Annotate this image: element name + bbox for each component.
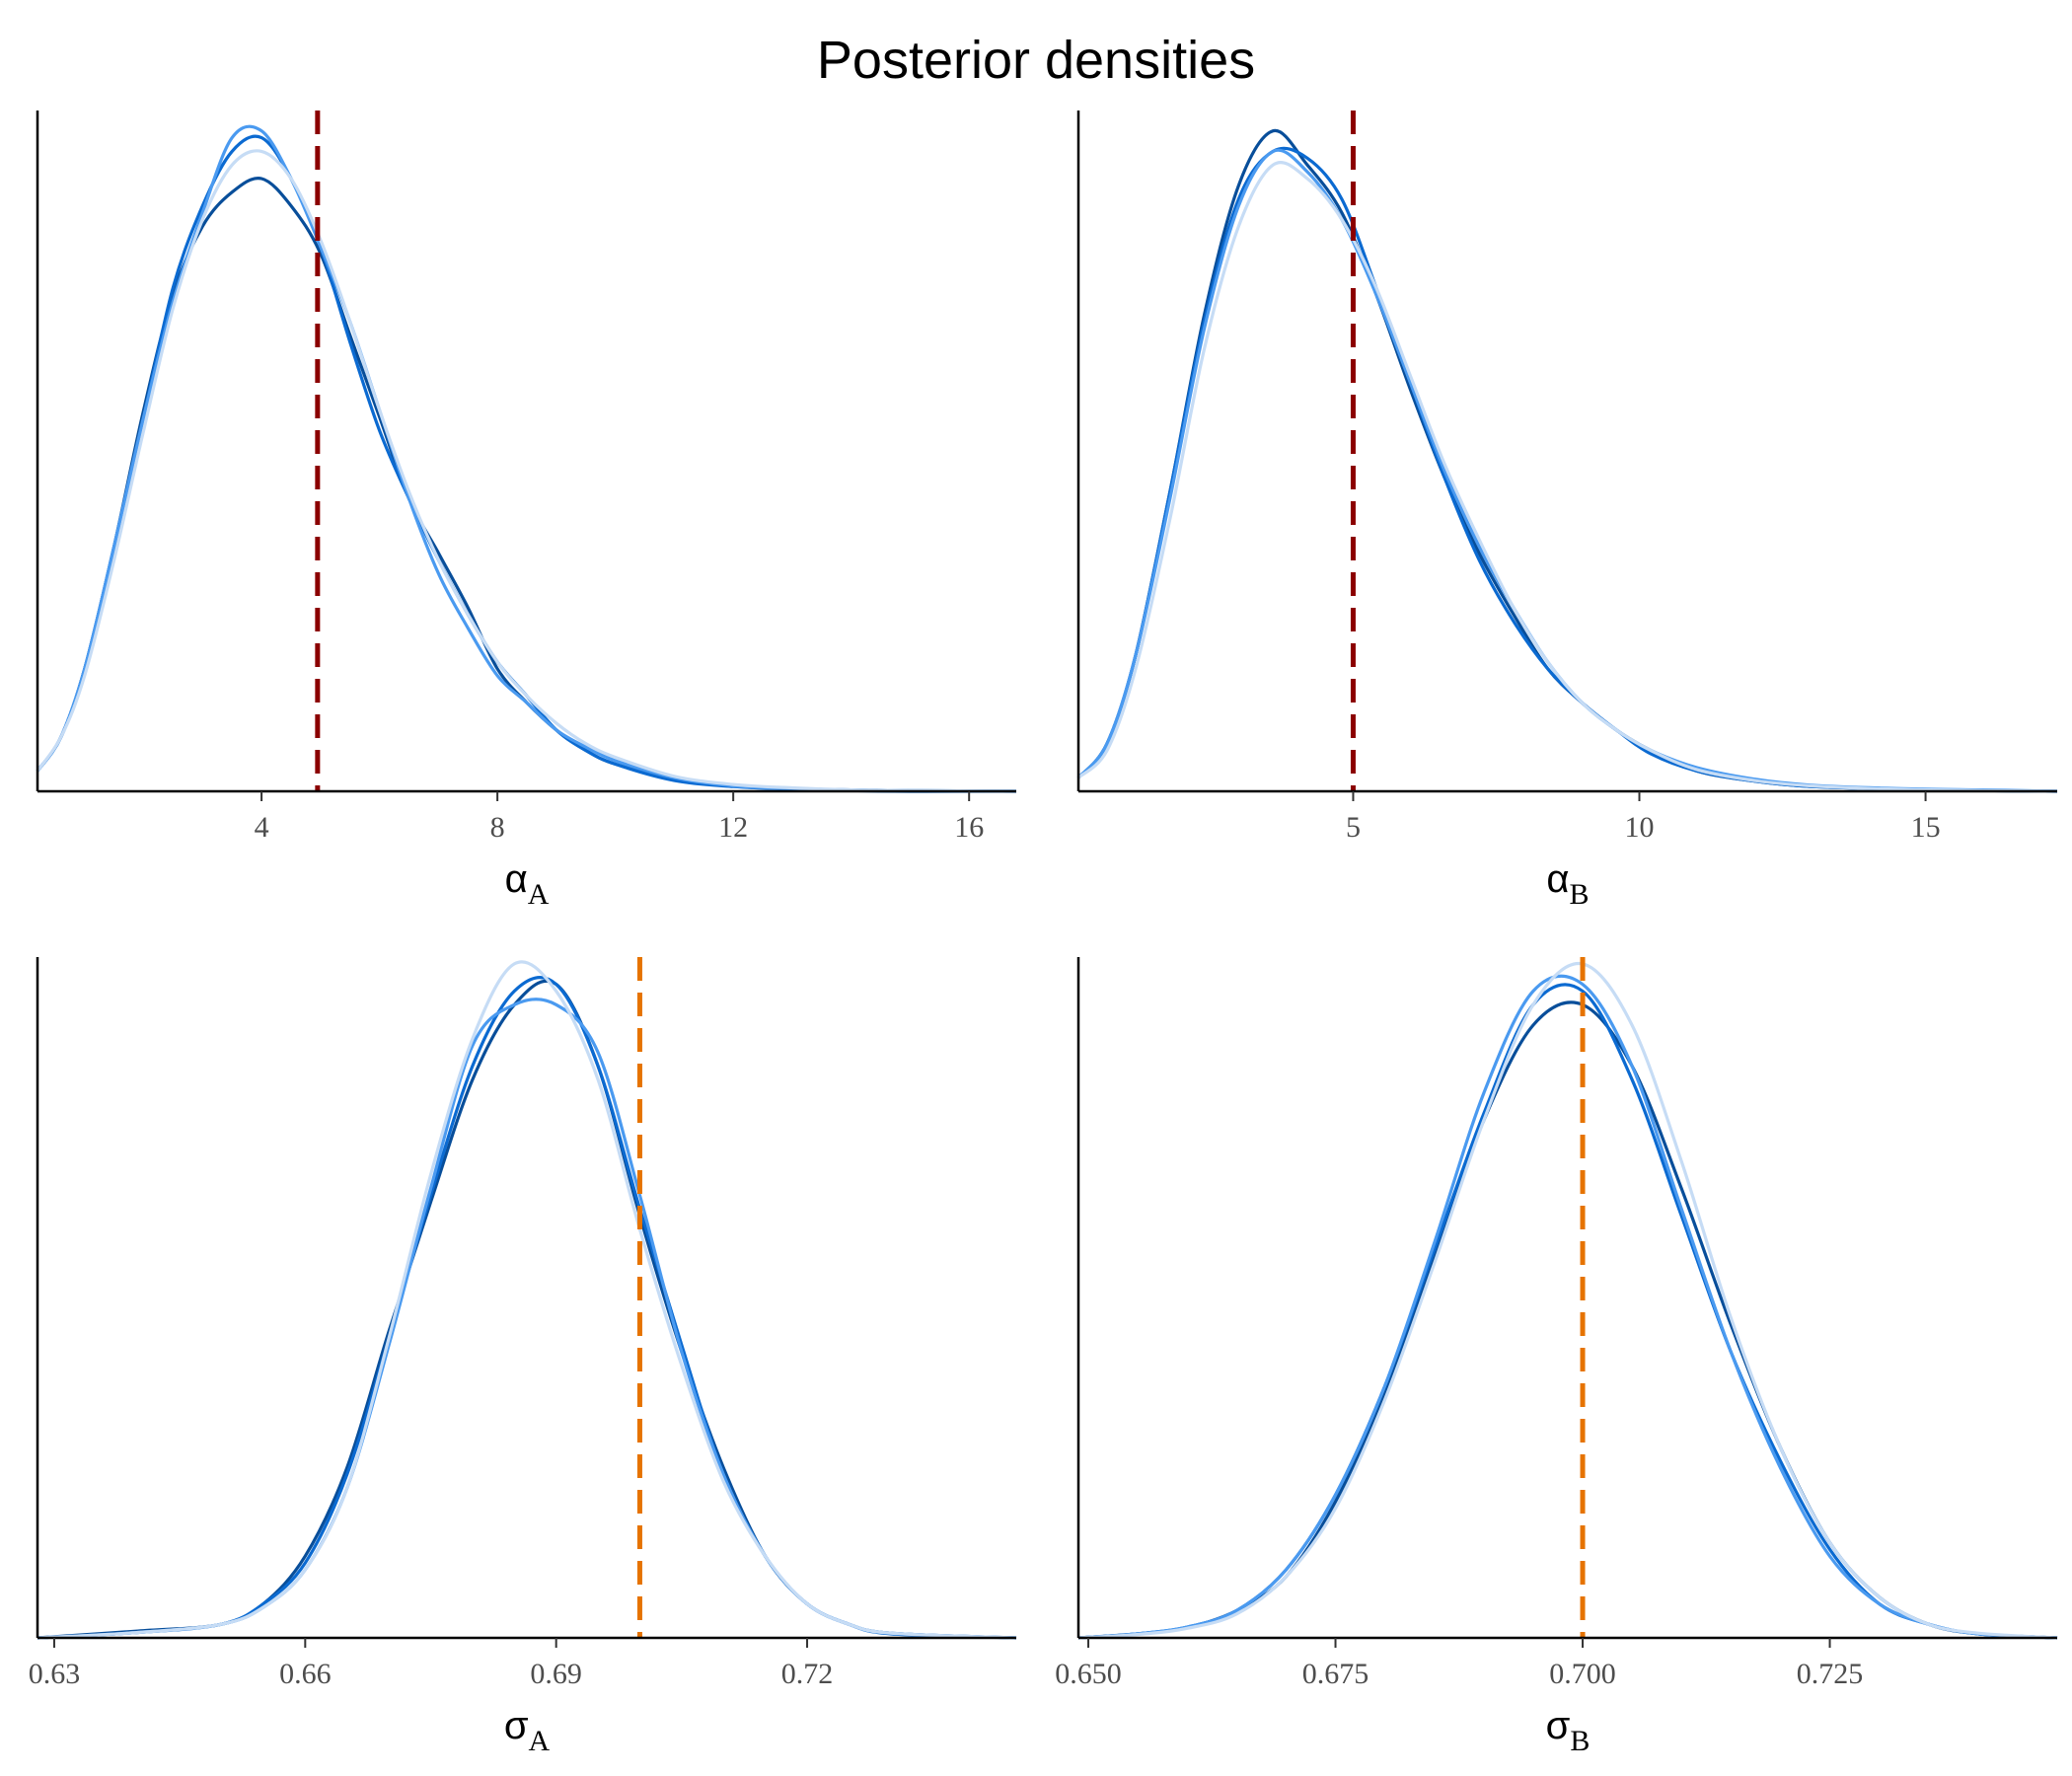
x-tick-label: 5: [1346, 811, 1361, 844]
x-axis-label: σA: [504, 1704, 551, 1757]
x-tick-label: 0.675: [1302, 1658, 1369, 1690]
x-tick-label: 0.63: [29, 1658, 81, 1690]
density-line-chain-4: [36, 149, 1017, 793]
density-line-chain-2: [1077, 983, 2058, 1640]
x-tick-label: 0.66: [279, 1658, 332, 1690]
density-line-chain-3: [37, 998, 1017, 1640]
x-axis-label-symbol: σ: [1546, 1704, 1571, 1747]
density-line-chain-1: [37, 979, 1017, 1640]
x-axis-label-subscript: A: [528, 878, 550, 911]
density-line-chain-3: [36, 124, 1017, 793]
x-axis-label: σB: [1546, 1704, 1591, 1757]
x-tick-label: 8: [490, 811, 505, 844]
x-tick-label: 16: [954, 811, 984, 844]
density-line-chain-2: [37, 976, 1017, 1640]
x-tick-label: 0.650: [1055, 1658, 1122, 1690]
density-line-chain-4: [1077, 961, 2058, 1640]
x-axis-label-subscript: B: [1570, 1725, 1590, 1757]
x-axis-label-symbol: α: [505, 857, 528, 901]
panel-sigma-b: 0.650 0.675 0.700 0.725 σB: [1055, 957, 2058, 1757]
x-axis-label-subscript: B: [1570, 878, 1590, 911]
x-tick-label: 10: [1625, 811, 1655, 844]
x-tick-label: 12: [718, 811, 748, 844]
page-title: Posterior densities: [816, 31, 1256, 90]
x-tick-label: 4: [255, 811, 269, 844]
x-tick-label: 0.72: [781, 1658, 834, 1690]
density-line-chain-4: [1076, 161, 2058, 793]
x-tick-label: 0.700: [1549, 1658, 1616, 1690]
density-line-chain-1: [1076, 129, 2058, 793]
x-axis-label-symbol: σ: [504, 1704, 529, 1747]
density-line-chain-4: [37, 960, 1017, 1640]
density-line-chain-3: [1077, 974, 2058, 1640]
density-line-chain-3: [1076, 148, 2058, 793]
x-tick-label: 0.725: [1797, 1658, 1864, 1690]
panel-sigma-a: 0.63 0.66 0.69 0.72 σA: [29, 957, 1017, 1757]
panel-alpha-b: 5 10 15 αB: [1076, 111, 2058, 911]
density-line-chain-1: [1077, 1000, 2058, 1640]
panel-alpha-a: 4 8 12 16 αA: [36, 111, 1017, 911]
x-axis-label-symbol: α: [1546, 857, 1569, 901]
density-line-chain-2: [36, 134, 1017, 793]
x-tick-label: 15: [1911, 811, 1941, 844]
x-axis-label: αB: [1546, 857, 1589, 911]
x-axis-label: αA: [505, 857, 550, 911]
x-tick-label: 0.69: [530, 1658, 582, 1690]
x-axis-label-subscript: A: [529, 1725, 551, 1757]
